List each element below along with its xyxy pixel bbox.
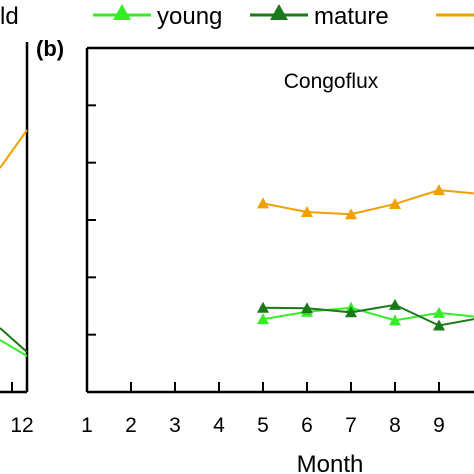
data-point-young [257, 313, 269, 325]
series-line-young [262, 306, 474, 322]
legend-item-mature: mature [250, 3, 389, 30]
data-point-orange [301, 205, 313, 217]
x-tick-label: 7 [345, 414, 357, 437]
site-label: Congoflux [284, 70, 379, 93]
x-tick-label: 1 [81, 414, 93, 437]
x-ticks: 1 2 3 4 5 6 7 8 9 [81, 382, 445, 437]
data-point-young [433, 306, 445, 318]
legend-item-young: young [93, 3, 222, 30]
legend-mature-marker [270, 4, 288, 20]
left-panel: ld 12 [0, 3, 34, 437]
data-point-mature [389, 298, 401, 310]
legend-young-marker [113, 4, 131, 20]
x-tick-label: 2 [125, 414, 137, 437]
data-point-orange [257, 197, 269, 209]
data-point-orange [345, 208, 357, 220]
series-layer [257, 184, 474, 331]
series-line-mature [262, 303, 474, 327]
x-tick-label: 4 [213, 414, 225, 437]
left-panel-mature-line [0, 327, 28, 353]
x-tick-label: 3 [169, 414, 181, 437]
legend-young-label: young [157, 3, 222, 30]
panel-label: (b) [36, 36, 64, 61]
data-point-mature [433, 319, 445, 331]
data-point-orange [389, 197, 401, 209]
plot-area: Congoflux 1 2 3 4 5 6 7 8 9 [81, 46, 474, 437]
x-tick-label: 8 [389, 414, 401, 437]
series-line-orange [262, 189, 474, 216]
x-axis-label: Month [297, 451, 364, 474]
left-panel-orange-line [0, 129, 28, 169]
left-panel-title: ld [0, 3, 19, 30]
data-point-orange [433, 184, 445, 196]
data-point-mature [301, 302, 313, 314]
data-point-mature [257, 301, 269, 313]
x-tick-label: 9 [433, 414, 445, 437]
legend: young mature [93, 3, 474, 30]
x-tick-label: 6 [301, 414, 313, 437]
data-point-young [389, 314, 401, 326]
left-panel-young-line [0, 339, 28, 357]
data-point-mature [345, 306, 357, 318]
left-panel-tick-label: 12 [10, 414, 33, 437]
y-ticks [87, 104, 96, 336]
legend-mature-label: mature [314, 3, 389, 30]
x-tick-label: 5 [257, 414, 269, 437]
